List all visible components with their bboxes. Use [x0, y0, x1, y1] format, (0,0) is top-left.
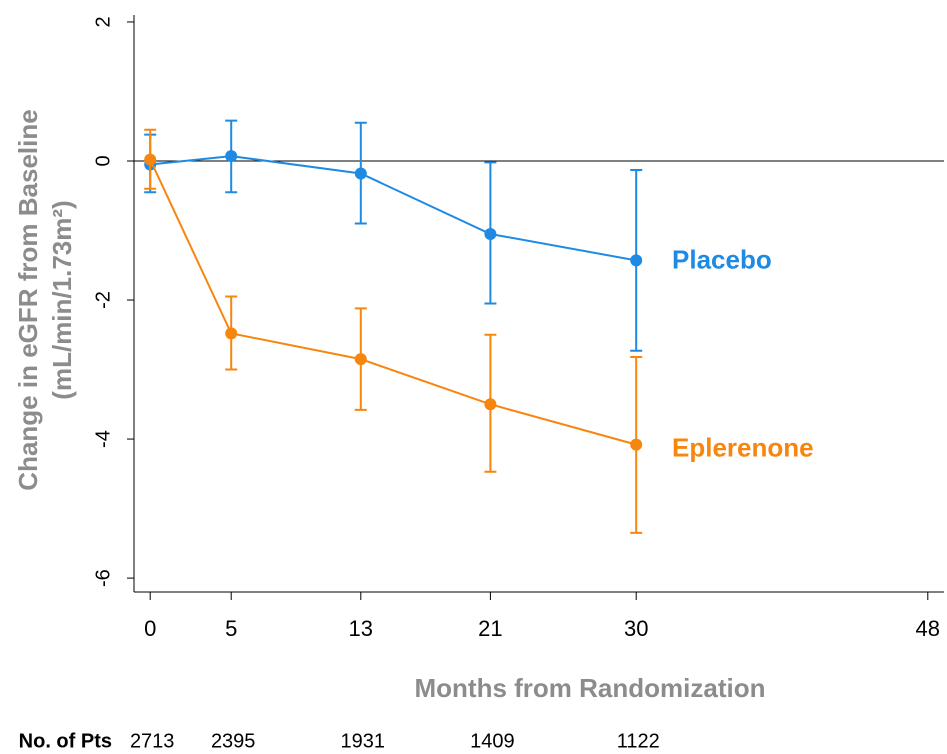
x-tick-label: 0: [144, 616, 156, 641]
data-point: [225, 150, 238, 163]
y-axis-label: Change in eGFR from Baseline (mL/min/1.7…: [13, 109, 77, 490]
at-risk-count: 1409: [470, 730, 515, 752]
data-point: [630, 254, 643, 267]
x-tick-label: 48: [916, 616, 940, 641]
data-point: [630, 438, 643, 451]
y-tick-group: -6: [92, 569, 114, 587]
y-axis-label-line: (mL/min/1.73m²): [47, 200, 77, 399]
series-line: [149, 159, 637, 446]
y-tick-label: -2: [92, 291, 114, 309]
y-tick-group: 2: [92, 16, 114, 27]
at-risk-count: 2395: [211, 730, 256, 752]
y-tick-label: -6: [92, 569, 114, 587]
y-tick-label: 0: [92, 155, 114, 166]
y-tick-label: -4: [92, 430, 114, 448]
data-point: [225, 327, 238, 340]
y-tick-group: 0: [92, 155, 114, 166]
at-risk-count: 2713: [130, 730, 175, 752]
y-tick-group: -4: [92, 430, 114, 448]
data-point: [354, 167, 367, 180]
at-risk-count: 1931: [341, 730, 386, 752]
y-axis-label-line: Change in eGFR from Baseline: [13, 109, 43, 490]
x-tick-label: 30: [624, 616, 648, 641]
x-tick-label: 13: [349, 616, 373, 641]
data-point: [484, 398, 497, 411]
x-tick-label: 5: [225, 616, 237, 641]
data-point: [484, 227, 497, 240]
series-label: Eplerenone: [672, 432, 814, 462]
data-point: [354, 353, 367, 366]
series-label: Placebo: [672, 244, 772, 274]
at-risk-label: No. of Pts: [19, 730, 112, 752]
x-axis-label: Months from Randomization: [415, 673, 766, 703]
y-tick-label: 2: [92, 16, 114, 27]
x-tick-label: 21: [478, 616, 502, 641]
at-risk-count: 1122: [617, 730, 660, 752]
series-line: [150, 155, 637, 262]
data-point: [144, 153, 157, 166]
y-tick-group: -2: [92, 291, 114, 309]
